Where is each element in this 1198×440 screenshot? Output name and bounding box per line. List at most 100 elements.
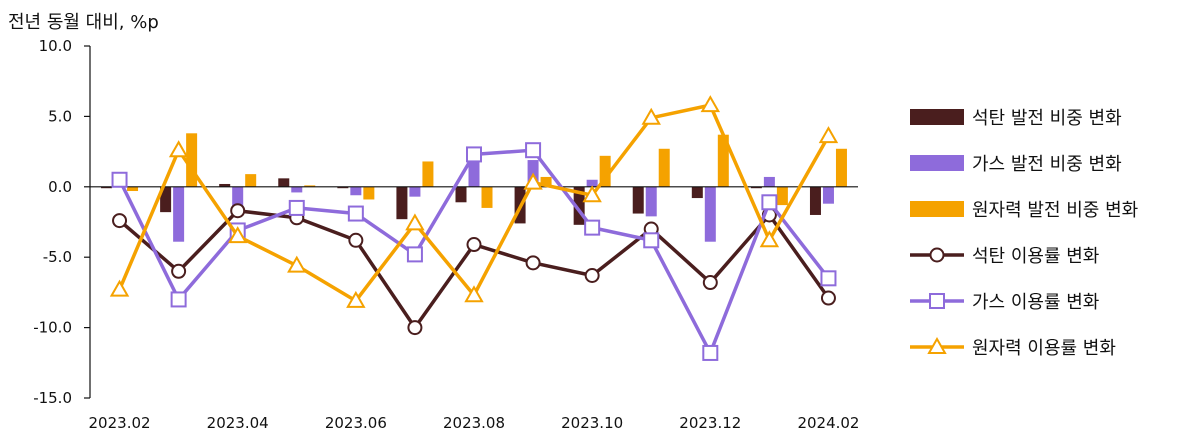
- legend-swatch: [908, 336, 968, 358]
- legend-bar-swatch: [910, 201, 964, 217]
- legend-swatch: [908, 244, 968, 266]
- line-coal-utilization: [118, 208, 830, 330]
- point-gas-2023.12: [702, 344, 719, 361]
- point-gas-2023.07: [406, 246, 423, 263]
- bar-nuclear-2023.09: [540, 176, 552, 187]
- bar-coal-2023.11: [632, 186, 644, 214]
- legend-bar-swatch: [910, 109, 964, 125]
- legend-bar-swatch: [910, 155, 964, 171]
- x-tick-label: 2023.02: [89, 414, 151, 432]
- point-coal-2023.09: [525, 255, 541, 271]
- point-nuclear-2023.03: [168, 140, 189, 158]
- bar-coal-2023.06: [337, 186, 349, 189]
- bar-coal-2023.08: [455, 186, 467, 203]
- legend-label: 원자력 이용률 변화: [972, 338, 1116, 359]
- legend-swatch-graphic: [910, 293, 964, 309]
- legend-label: 석탄 이용률 변화: [972, 246, 1100, 267]
- bar-coal-2023.05: [278, 178, 290, 187]
- y-tick-label: 5.0: [48, 107, 72, 125]
- legend-item-line-gas: 가스 이용률 변화: [908, 278, 1193, 324]
- legend-marker: [929, 293, 945, 309]
- point-coal-2023.07: [407, 320, 423, 336]
- legend-label: 가스 발전 비중 변화: [972, 154, 1122, 175]
- bars-layer: [101, 133, 847, 242]
- point-coal-2023.03: [171, 263, 187, 279]
- bar-gas-2024.01: [763, 176, 775, 187]
- bar-gas-2024.02: [822, 186, 834, 204]
- point-nuclear-2024.01: [759, 230, 780, 248]
- point-nuclear-2023.06: [346, 290, 366, 308]
- legend-swatch-graphic: [910, 109, 964, 125]
- point-gas-2023.06: [347, 205, 364, 222]
- point-nuclear-2023.08: [464, 285, 484, 303]
- point-coal-2023.08: [466, 237, 482, 253]
- y-tick-label: -10.0: [33, 319, 72, 337]
- bar-gas-2023.08: [468, 160, 480, 187]
- bar-coal-2023.04: [219, 183, 231, 187]
- axes-layer: [84, 45, 858, 399]
- x-tick-label: 2023.04: [207, 414, 269, 432]
- legend-swatch: [908, 152, 968, 174]
- bar-nuclear-2023.03: [186, 133, 198, 187]
- bar-nuclear-2023.07: [422, 161, 434, 187]
- point-nuclear-2023.11: [641, 107, 661, 125]
- x-tick-label: 2024.02: [797, 414, 859, 432]
- legend-swatch-graphic: [910, 336, 964, 354]
- point-gas-2023.11: [643, 232, 660, 249]
- bar-gas-2023.06: [350, 186, 362, 196]
- point-coal-2023.10: [584, 268, 600, 284]
- y-tick-label: -5.0: [43, 248, 72, 266]
- bar-coal-2023.02: [101, 186, 113, 189]
- point-nuclear-2023.12: [700, 95, 721, 113]
- bar-coal-2024.02: [809, 186, 821, 215]
- legend-swatch-graphic: [910, 201, 964, 217]
- bar-nuclear-2023.04: [245, 174, 257, 187]
- point-nuclear-2023.04: [227, 226, 248, 244]
- y-tick-labels: 10.0 5.0 0.0 -5.0 -10.0 -15.0: [33, 37, 72, 407]
- legend-swatch-graphic: [910, 155, 964, 171]
- x-tick-label: 2023.10: [561, 414, 623, 432]
- bar-nuclear-2023.12: [717, 134, 729, 187]
- legend-item-bar-gas: 가스 발전 비중 변화: [908, 140, 1193, 186]
- legend-swatch: [908, 106, 968, 128]
- bar-gas-2023.11: [645, 186, 657, 217]
- y-tick-label: 10.0: [39, 37, 72, 55]
- bar-nuclear-2024.01: [776, 186, 788, 206]
- point-coal-2024.02: [820, 290, 836, 306]
- point-gas-2023.02: [111, 171, 128, 188]
- y-axis-title: 전년 동월 대비, %p: [8, 12, 159, 33]
- bar-gas-2023.10: [586, 179, 598, 187]
- point-nuclear-2023.07: [405, 213, 425, 231]
- y-tick-label: -15.0: [33, 389, 72, 407]
- x-tick-label: 2023.06: [325, 414, 387, 432]
- bar-coal-2023.10: [573, 186, 585, 225]
- point-gas-2023.03: [170, 291, 187, 308]
- legend-label: 원자력 발전 비중 변화: [972, 200, 1139, 221]
- bar-gas-2023.12: [704, 186, 716, 242]
- point-nuclear-2023.05: [287, 255, 307, 273]
- bar-coal-2023.12: [691, 186, 703, 199]
- point-coal-2023.04: [230, 203, 246, 219]
- bar-nuclear-2023.02: [127, 186, 139, 192]
- legend-item-bar-coal: 석탄 발전 비중 변화: [908, 94, 1193, 140]
- point-nuclear-2023.10: [582, 185, 602, 203]
- point-nuclear-2024.02: [818, 126, 839, 144]
- point-coal-2023.12: [702, 275, 718, 291]
- x-tick-label: 2023.12: [679, 414, 741, 432]
- lines-layer: [109, 95, 839, 361]
- point-gas-2024.01: [761, 194, 778, 211]
- bar-gas-2023.03: [173, 186, 185, 242]
- bar-gas-2023.07: [409, 186, 421, 197]
- legend-swatch: [908, 290, 968, 312]
- point-coal-2023.02: [112, 213, 128, 229]
- legend-label: 가스 이용률 변화: [972, 292, 1100, 313]
- bar-nuclear-2023.05: [304, 185, 316, 187]
- legend-item-bar-nuclear: 원자력 발전 비중 변화: [908, 186, 1193, 232]
- point-nuclear-2023.02: [109, 279, 130, 297]
- bar-coal-2023.07: [396, 186, 408, 220]
- point-gas-2023.08: [466, 146, 482, 163]
- legend-swatch-graphic: [910, 247, 964, 263]
- legend-item-line-coal: 석탄 이용률 변화: [908, 232, 1193, 278]
